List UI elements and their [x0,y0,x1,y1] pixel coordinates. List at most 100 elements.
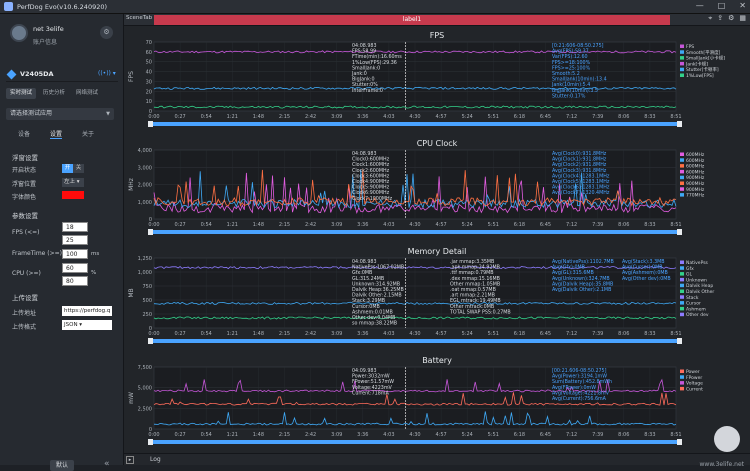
chart-xtick-3-14: 6:18 [514,432,525,438]
collapse-sidebar-icon[interactable]: « [104,459,110,469]
cpu-threshold-input-2[interactable]: 80 [62,276,88,286]
tab-device[interactable]: 设备 [18,131,31,138]
chart-xtick-1-14: 6:18 [514,222,525,228]
wifi-icon: ((•)) ▾ [98,70,116,77]
scene-tab[interactable]: SceneTab [126,15,153,21]
chart-cursor-info-1-3: Clock2:600MHz [352,168,390,174]
maximize-button[interactable]: □ [717,1,726,10]
tab-realtime-test[interactable]: 实时测试 [6,88,37,99]
chart-cursor-info-0-7: Stutter:0% [352,82,378,88]
user-settings-icon[interactable]: ⚙ [100,26,113,39]
chart-series-2-1 [153,301,677,305]
font-color-swatch[interactable] [62,191,84,199]
default-button[interactable]: 默认 [50,460,74,471]
float-position-select[interactable]: 左上 ▾ [62,178,84,187]
chart-legend-0-5: 1%Low[FPS] [686,73,714,79]
chart-xtick-3-11: 4:57 [435,432,446,438]
chart-ytick-0-7: 0 [149,109,152,115]
chart-xtick-0-1: 0:27 [174,114,185,120]
chart-xtick-2-8: 3:36 [357,331,368,337]
share-icon[interactable]: ⇪ [717,14,724,22]
chart-avg-info-0-7: Jank(10min):5.4 [551,82,590,88]
user-name: net 3elife [33,25,64,33]
chart-legend-3-0: Power [686,369,700,375]
chart-xtick-2-13: 5:51 [488,331,499,337]
avatar[interactable] [10,24,28,42]
chart-legend-swatch-2-7 [680,301,684,305]
chart-xtick-3-7: 3:09 [331,432,342,438]
layout-icon[interactable]: ▦ [739,14,746,22]
minimize-button[interactable]: — [695,1,704,10]
chart-mid-info-2-3: .dex mmap:15.16MB [450,276,500,282]
chart-scroll-handle-right-2 [677,338,682,344]
float-open-toggle[interactable]: 开 关 [62,164,84,173]
fps-threshold-input-1[interactable]: 18 [62,222,88,232]
chart-ytick-0-3: 40 [146,70,152,76]
chart-ytick-0-0: 70 [146,40,152,46]
watermark-logo [714,426,740,452]
chart-legend-swatch-2-0 [680,260,684,264]
chart-legend-swatch-0-5 [680,73,684,77]
chart-xtick-3-9: 4:03 [383,432,394,438]
location-icon[interactable]: ⌖ [708,14,713,22]
chart-xtick-3-3: 1:21 [227,432,238,438]
toggle-off[interactable]: 关 [73,164,84,173]
chart-legend-swatch-2-8 [680,306,684,311]
chart-legend-swatch-2-2 [680,272,684,276]
label-bar[interactable]: label1 [154,15,670,25]
chart-xtick-0-19: 8:33 [644,114,655,120]
chart-avg-info-0-6: SmallJank(10min):13.4 [552,77,607,83]
chart-xtick-0-3: 1:21 [227,114,238,120]
upload-url-input[interactable]: https://perfdog.q [62,306,112,316]
chart-xtick-3-5: 2:15 [279,432,290,438]
chart-avg-info-3-3: Avg(FPower):0mW [552,385,596,391]
chart-legend-swatch-0-3 [680,61,684,66]
chart-xtick-3-4: 1:48 [253,432,264,438]
device-selector[interactable]: V2405DA ((•)) ▾ [6,69,118,82]
chart-legend-swatch-1-6 [680,187,684,191]
chart-ytick-1-1: 3,000 [138,165,152,171]
chart-legend-1-4: 900MHz [686,175,705,181]
chart-avg-info-1-5: Avg(Clock5):1283.1MHz [552,179,610,185]
chart-scroll-handle-right-0 [677,121,682,127]
cpu-threshold-input-1[interactable]: 60 [62,263,88,273]
chart-xtick-0-6: 2:42 [305,114,316,120]
chart-cursor-info-0-5: Jank:0 [351,71,367,77]
chart-xtick-3-8: 3:36 [357,432,368,438]
chart-avg-info-3-2: Sum(Battery):452.8mWh [552,379,612,385]
chart-scrollbar-2 [150,339,680,343]
chart-xtick-2-11: 4:57 [435,331,446,337]
account-info-link[interactable]: 账户信息 [33,39,58,46]
mode-tabs: 实时测试 历史分析 网络测试 [6,88,102,99]
cpu-threshold-label: CPU (>=) [12,270,41,277]
chart-avg-info-0-0: [0:21:606-08:50.275] [552,43,604,49]
frametime-input[interactable]: 100 [62,249,88,259]
close-button[interactable]: ✕ [739,1,746,10]
chart-avg-info-2-4: Avg(Dalvik Heap):35.8MB [552,281,613,287]
chart-xtick-3-16: 7:12 [566,432,577,438]
chart-avg-info-1-4: Avg(Clock4):1283.1MHz [552,173,610,179]
chart-xtick-1-5: 2:15 [279,222,290,228]
settings-icon[interactable]: ⚙ [728,14,735,22]
chart-avg-info-0-1: Avg(FPS):59.37 [552,49,589,55]
log-toggle-icon[interactable]: ▸ [126,456,134,464]
toggle-on[interactable]: 开 [62,164,73,173]
log-label[interactable]: Log [150,456,161,463]
chart-scroll-handle-right-1 [677,229,682,235]
chart-cursor-info-1-5: Clock4:900MHz [352,179,390,185]
tab-history-analysis[interactable]: 历史分析 [43,90,66,96]
chart-xtick-0-13: 5:51 [488,114,499,120]
app-select[interactable]: 请选择测试应用 ▼ [6,108,114,120]
upload-format-select[interactable]: JSON ▾ [62,320,112,330]
chart-series-0-0 [153,50,677,54]
tab-settings[interactable]: 设置 [50,131,63,139]
chart-cursor-info-0-1: FPS:58.99 [352,49,376,55]
chart-scroll-handle-left-1 [148,229,153,235]
fps-threshold-input-2[interactable]: 25 [62,235,88,245]
tab-about[interactable]: 关于 [82,131,95,138]
chart-ytick-3-3: 0 [149,427,152,433]
chart-series-3-1 [153,411,677,426]
chart-cursor-info-2-9: Ashmem:0.01MB [352,309,393,315]
chart-xtick-1-11: 4:57 [435,222,446,228]
tab-network-test[interactable]: 网络测试 [76,90,99,96]
